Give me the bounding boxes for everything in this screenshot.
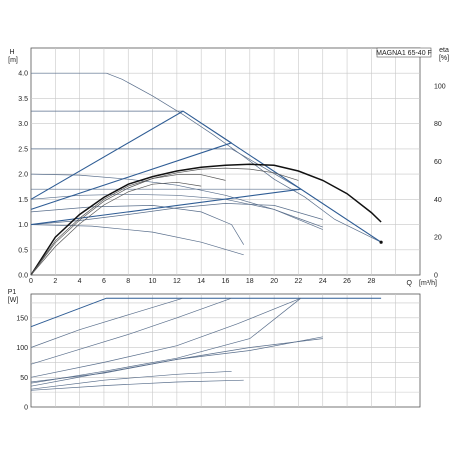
eta-tick-labels: 0 20 40 60 80 100 — [434, 83, 446, 279]
upper-series-group — [30, 72, 383, 276]
x-tick-label: 8 — [126, 278, 130, 285]
curve-eta-13 — [30, 167, 299, 276]
p1-axis-label: P1 — [8, 289, 17, 296]
model-label-box — [376, 47, 432, 58]
head-flow-panel: 0 2 4 6 8 10 12 14 16 18 20 22 24 26 28 0.00.51.01.52.… — [8, 47, 449, 287]
p1-tick-label: 150 — [16, 315, 28, 322]
h-axis-unit: [m] — [8, 57, 18, 64]
y-tick-label: 1.0 — [18, 222, 28, 229]
x-tick-label: 20 — [270, 278, 278, 285]
lower-series-group — [30, 297, 382, 391]
power-curve-6 — [30, 338, 323, 387]
q-axis-label: Q — [407, 280, 413, 287]
x-tick-label: 14 — [197, 278, 205, 285]
power-curve-7 — [30, 379, 244, 391]
upper-grid — [31, 48, 420, 275]
eta-tick-label: 60 — [434, 159, 442, 166]
h-axis-label: H — [9, 49, 14, 56]
eta-axis-label: eta — [439, 47, 449, 54]
x-tick-label: 16 — [222, 278, 230, 285]
eta-tick-label: 20 — [434, 235, 442, 242]
y-tick-labels: 0.0 0.5 1.0 1.5 2.0 2.5 3.0 3.5 4.0 — [18, 71, 28, 280]
curve-head-3 — [31, 188, 382, 243]
x-tick-label: 18 — [246, 278, 254, 285]
x-tick-label: 22 — [295, 278, 303, 285]
x-tick-label: 10 — [149, 278, 157, 285]
curve-head-7 — [30, 193, 323, 230]
x-tick-label: 6 — [102, 278, 106, 285]
power-curve-3 — [30, 297, 302, 378]
curve-system-10 — [30, 142, 232, 210]
x-tick-label: 0 — [29, 278, 33, 285]
eta-axis-unit: [%] — [439, 55, 449, 62]
x-tick-label: 12 — [173, 278, 181, 285]
power-curve-4 — [30, 297, 302, 384]
y-tick-label: 1.5 — [18, 197, 28, 204]
p1-tick-label: 0 — [24, 405, 28, 412]
y-tick-label: 2.5 — [18, 146, 28, 153]
curve-head-4 — [30, 173, 323, 228]
p1-tick-label: 100 — [16, 345, 28, 352]
p1-tick-labels: 0 50 100 150 — [16, 315, 28, 411]
curve-eta-12 — [30, 163, 382, 276]
eta-tick-label: 40 — [434, 197, 442, 204]
y-tick-label: 0.5 — [18, 247, 28, 254]
x-tick-label: 28 — [367, 278, 375, 285]
curve-end-dot — [379, 240, 383, 244]
eta-tick-label: 100 — [434, 83, 446, 90]
y-tick-label: 3.5 — [18, 96, 28, 103]
x-tick-label: 26 — [343, 278, 351, 285]
x-tick-labels: 0 2 4 6 8 10 12 14 16 18 20 22 24 26 28 — [29, 278, 375, 285]
x-tick-label: 4 — [78, 278, 82, 285]
power-curve-0 — [30, 297, 382, 328]
curve-system-9 — [30, 110, 382, 243]
power-curve-1 — [30, 297, 184, 348]
power-curve-2 — [30, 297, 232, 365]
eta-tick-label: 0 — [434, 273, 438, 280]
curve-head-0 — [31, 72, 382, 243]
eta-tick-label: 80 — [434, 121, 442, 128]
power-panel: 0 50 100 150 P1 [W] — [8, 289, 421, 412]
y-tick-label: 2.0 — [18, 172, 28, 179]
x-tick-label: 2 — [53, 278, 57, 285]
y-tick-label: 4.0 — [18, 71, 28, 78]
y-tick-label: 3.0 — [18, 121, 28, 128]
curve-head-2 — [31, 148, 302, 190]
p1-tick-label: 50 — [20, 375, 28, 382]
power-curve-8 — [30, 370, 232, 390]
curve-eta-14 — [30, 174, 226, 276]
model-label: MAGNA1 65-40 F — [376, 50, 432, 57]
lower-grid — [31, 294, 420, 407]
y-tick-label: 0.0 — [18, 273, 28, 280]
q-axis-unit: [m³/h] — [419, 280, 437, 287]
curve-head-8 — [30, 205, 244, 245]
p1-axis-unit: [W] — [8, 297, 19, 304]
curve-eta-15 — [30, 181, 202, 276]
x-tick-label: 24 — [319, 278, 327, 285]
